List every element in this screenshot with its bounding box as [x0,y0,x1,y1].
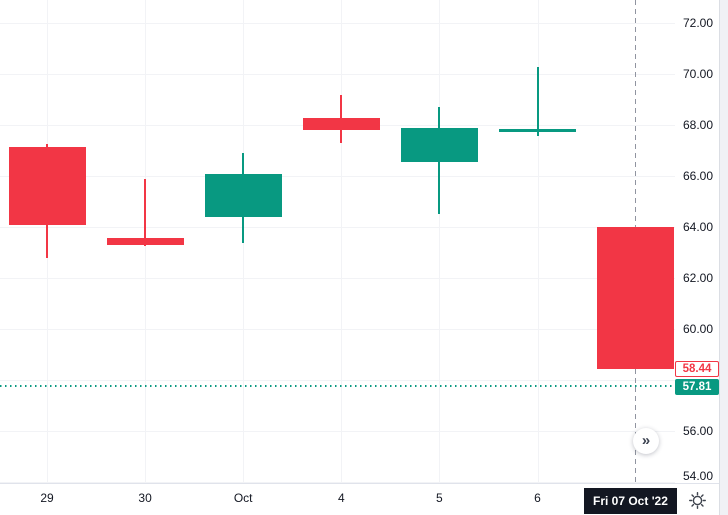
vertical-gridline [439,0,441,483]
horizontal-gridline [0,227,675,229]
x-axis-tick-label: 6 [534,491,541,505]
y-axis-tick-label: 70.00 [683,67,714,82]
candle-wick [144,178,147,247]
time-axis[interactable]: Fri 07 Oct '22 29 30 Oct 4 5 6 [0,483,719,515]
double-chevron-right-icon: » [641,431,651,449]
horizontal-gridline [0,380,675,382]
candle-body [204,173,282,218]
horizontal-gridline [0,278,675,280]
x-axis-tick-label: 30 [138,491,152,505]
vertical-gridline [537,0,539,483]
y-axis-tick-label: 66.00 [683,169,714,184]
y-axis-tick-label: 62.00 [683,271,714,286]
price-axis[interactable]: 58.44 57.81 72.00 70.00 68.00 66.00 64.00 62.… [675,0,719,483]
chart-plot-area[interactable] [0,0,675,484]
horizontal-gridline [0,176,675,178]
crosshair-date-label: Fri 07 Oct '22 [584,488,677,514]
y-axis-tick-label: 54.00 [683,469,714,483]
candle-body [499,129,576,132]
y-axis-tick-label: 60.00 [683,322,714,337]
x-axis-tick-label: 29 [40,491,54,505]
page-background-strip [719,0,728,515]
x-axis-tick-label: 5 [436,491,443,505]
x-axis-tick-label: 4 [337,491,345,505]
candle-body [8,147,86,225]
go-to-realtime-button[interactable]: » [633,428,659,454]
horizontal-gridline [0,23,675,25]
candle-body [106,237,184,246]
y-axis-tick-label: 68.00 [683,118,714,133]
y-axis-tick-label: 56.00 [683,424,714,439]
prev-close-price-label: 57.81 [675,379,719,395]
y-axis-tick-label: 72.00 [683,16,714,31]
horizontal-gridline [0,431,675,433]
horizontal-gridline [0,482,675,484]
horizontal-gridline [0,329,675,331]
last-price-label: 58.44 [675,361,719,377]
settings-gear-icon[interactable] [685,488,709,512]
candle-wick [536,66,539,136]
horizontal-gridline [0,74,675,76]
candle-body [302,117,380,131]
candle-body [597,227,675,370]
x-axis-tick-label: Oct [233,491,253,505]
prev-close-dotted-line [0,385,674,387]
y-axis-tick-label: 64.00 [683,220,714,235]
vertical-gridline [341,0,343,483]
candle-body [400,127,478,163]
